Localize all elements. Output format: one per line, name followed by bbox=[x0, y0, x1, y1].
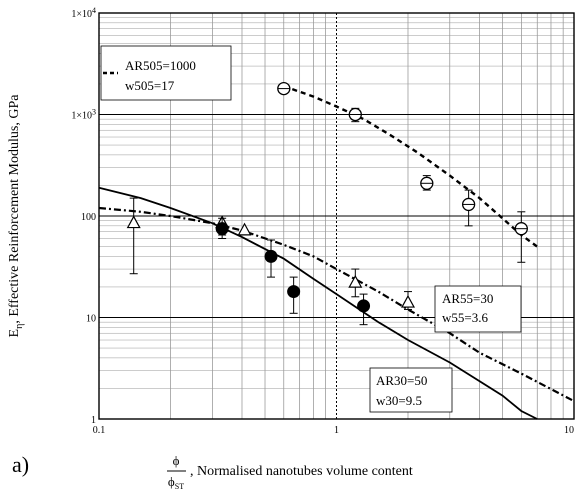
data-point-filled-circle bbox=[215, 222, 229, 236]
annotation-ar55: AR55=30 w55=3.6 bbox=[434, 285, 522, 333]
data-point-open-triangle bbox=[126, 215, 141, 229]
data-point-open-triangle bbox=[400, 294, 416, 308]
data-point-filled-circle bbox=[357, 299, 371, 313]
data-point-open-triangle bbox=[237, 222, 252, 236]
y-tick-label: 100 bbox=[81, 212, 96, 223]
y-tick-label: 1×104 bbox=[71, 6, 96, 20]
x-tick-label: 1 bbox=[334, 425, 339, 436]
y-tick-label: 1 bbox=[91, 415, 96, 426]
y-tick-label: 1×103 bbox=[71, 108, 96, 122]
data-point-open-triangle bbox=[348, 274, 363, 288]
annotation-ar55-line2: w55=3.6 bbox=[442, 310, 488, 325]
x-label-denominator: ϕST bbox=[168, 474, 184, 491]
x-tick-label: 10 bbox=[564, 425, 574, 436]
annotation-ar30-line1: AR30=50 bbox=[376, 373, 427, 388]
y-axis-label: Eη, Effective Reinforcement Modulus, GPa bbox=[7, 94, 25, 338]
series-line-3 bbox=[98, 186, 538, 420]
annotation-ar30-line2: w30=9.5 bbox=[376, 393, 422, 408]
x-label-numerator: ϕ bbox=[173, 453, 180, 468]
x-label-text: , Normalised nanotubes volume content bbox=[190, 464, 413, 479]
y-tick-label: 10 bbox=[86, 314, 96, 325]
annotation-ar55-line1: AR55=30 bbox=[442, 291, 493, 306]
data-point-filled-circle bbox=[287, 285, 301, 299]
x-tick-label: 0.1 bbox=[93, 425, 106, 436]
series-line-1 bbox=[283, 85, 538, 248]
annotation-ar505: AR505=1000 w505=17 bbox=[100, 45, 232, 101]
data-point-filled-circle bbox=[264, 249, 278, 263]
annotation-ar505-line1: AR505=1000 bbox=[125, 58, 196, 73]
x-axis-label: ϕ ϕST , Normalised nanotubes volume cont… bbox=[167, 453, 413, 491]
plot-frame bbox=[98, 12, 575, 420]
annotation-ar505-line2: w505=17 bbox=[125, 78, 175, 93]
annotation-ar30: AR30=50 w30=9.5 bbox=[369, 367, 453, 413]
panel-label: a) bbox=[12, 452, 30, 477]
series-line-2 bbox=[98, 206, 575, 403]
